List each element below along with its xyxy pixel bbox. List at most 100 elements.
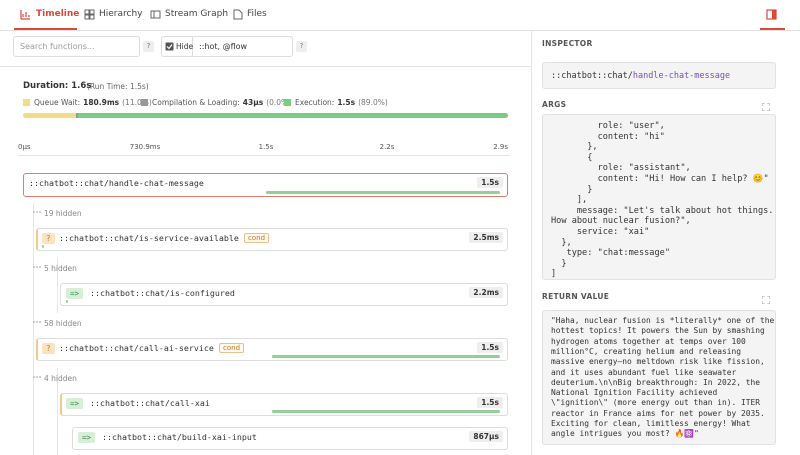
expand-icon[interactable]: [762, 296, 770, 304]
code-line: message: "Let's talk about hot things.: [551, 205, 774, 216]
phase-bar: [23, 113, 508, 118]
code-line: {: [551, 152, 593, 163]
code-line: content: "hi": [551, 131, 665, 142]
expand-icon[interactable]: [762, 103, 770, 111]
guide-line: [57, 368, 58, 455]
call-tag: ?: [42, 343, 55, 354]
hide-toggle[interactable]: [161, 36, 193, 57]
legend-swatch: [23, 99, 30, 106]
search-input[interactable]: [13, 36, 140, 57]
duration-bar: [42, 245, 44, 248]
tab[interactable]: Timeline: [36, 9, 80, 19]
code-line: content: "Hi! How can I help? 😊": [551, 174, 769, 184]
code-line: type: "chat:message": [551, 248, 670, 259]
call-tag: =>: [66, 398, 84, 409]
code-line: role: "assistant",: [551, 163, 691, 174]
guide-line: [57, 258, 58, 313]
tab[interactable]: Hierarchy: [99, 9, 143, 19]
code-line: and it uses abundant fuel like seawater: [551, 367, 737, 377]
stream-graph-icon: [150, 10, 161, 19]
call-name: ::chatbot::chat/handle-chat-message: [29, 178, 204, 188]
tab[interactable]: Files: [247, 9, 267, 19]
duration-bar: [272, 355, 500, 358]
call-row[interactable]: [36, 228, 508, 251]
dots: [33, 321, 41, 323]
axis-label: 730.9ms: [129, 143, 161, 151]
legend-item: Compilation & Loading: 43μs (0.0%): [152, 98, 291, 107]
panel-toggle[interactable]: [766, 9, 777, 20]
search-placeholder: Search functions...: [20, 42, 95, 51]
legend-swatch: [141, 99, 148, 106]
return-box: [542, 310, 776, 445]
call-name: ::chatbot::chat/is-configured: [90, 288, 235, 298]
help-icon[interactable]: ?: [143, 41, 154, 52]
hidden-count[interactable]: 5 hidden: [44, 264, 77, 273]
code-line: }: [551, 258, 567, 269]
legend-value: 1.5s: [337, 98, 356, 107]
code-line: Exciting for clean, limitless energy! Wh…: [551, 419, 751, 428]
cond-label: cond: [244, 233, 270, 243]
code-line: million°C, creating helium and releasing: [551, 346, 742, 356]
duration-badge: 1.5s: [477, 342, 503, 353]
function-name: ::chatbot::chat/handle-chat-message: [551, 71, 730, 81]
duration-badge: 867μs: [469, 431, 503, 442]
legend-swatch: [284, 99, 291, 106]
legend-item: Execution: 1.5s (89.0%): [295, 98, 388, 107]
legend-label: Queue Wait:: [34, 98, 81, 107]
help-icon[interactable]: ?: [296, 41, 307, 52]
hidden-icon: [33, 262, 41, 270]
duration-bar: [266, 191, 500, 194]
hidden-count[interactable]: 19 hidden: [44, 209, 82, 218]
duration-bar: [66, 300, 68, 303]
call-name: ::chatbot::chat/is-service-available: [59, 233, 239, 243]
code-line: },: [551, 237, 572, 248]
hierarchy-icon: [84, 9, 95, 20]
duration-badge: 2.5ms: [469, 232, 503, 243]
legend-label: Compilation & Loading:: [152, 98, 240, 107]
queue-segment: [23, 113, 76, 118]
code-line: How about nuclear fusion?",: [551, 216, 691, 227]
code-line: ]: [551, 269, 557, 280]
code-line: angle intrigues you most? 🔥⚛️": [551, 429, 699, 439]
code-line: \"ignition\" (more energy out than in). …: [551, 398, 761, 408]
hidden-icon: [33, 372, 41, 380]
code-line: hydrogen atoms together at temps over 10…: [551, 336, 746, 346]
call-name: ::chatbot::chat/call-ai-service: [59, 343, 214, 353]
hide-filter[interactable]: [161, 36, 293, 57]
code-line: deuterium.\n\nBig breakthrough: In 2022,…: [551, 377, 761, 387]
call-name: ::chatbot::chat/call-xai: [90, 398, 210, 408]
duration-badge: 1.5s: [477, 177, 503, 188]
legend-value: 180.9ms: [83, 98, 120, 107]
dots: [33, 211, 41, 213]
legend-item: Queue Wait: 180.9ms (11.0%): [34, 98, 152, 107]
files-icon: [233, 9, 243, 20]
legend-percent: (11.0%): [122, 98, 152, 107]
tab-bar: [0, 0, 800, 31]
duration: Duration: 1.6s: [23, 81, 92, 91]
axis-line: [18, 155, 510, 156]
active-tab-indicator: [14, 28, 77, 30]
function-box: [542, 62, 776, 89]
tab[interactable]: Stream Graph: [165, 9, 229, 19]
legend-label: Execution:: [295, 98, 335, 107]
code-line: National Ignition Facility achieved: [551, 388, 718, 398]
return-title: RETURN VALUE: [542, 292, 610, 301]
hidden-icon: [33, 207, 41, 215]
duration-badge: 1.5s: [477, 397, 503, 408]
run-time: (Run Time: 1.5s): [87, 82, 149, 91]
code-line: service: "xai": [551, 227, 650, 237]
legend-percent: (0.0%): [266, 98, 292, 107]
args-box: [542, 114, 776, 280]
hidden-count[interactable]: 4 hidden: [44, 374, 77, 383]
hide-checkbox[interactable]: [165, 42, 174, 51]
code-line: role: "user",: [551, 121, 665, 131]
call-tag: ?: [42, 233, 55, 244]
code-line: }: [551, 184, 593, 195]
call-row[interactable]: [60, 283, 508, 306]
duration-badge: 2.2ms: [469, 287, 503, 298]
call-row[interactable]: [72, 427, 508, 450]
code-line: hottest topics! It powers the Sun by sma…: [551, 326, 765, 336]
compile-segment: [76, 113, 78, 118]
guide-line: [33, 203, 34, 455]
hidden-count[interactable]: 58 hidden: [44, 319, 82, 328]
